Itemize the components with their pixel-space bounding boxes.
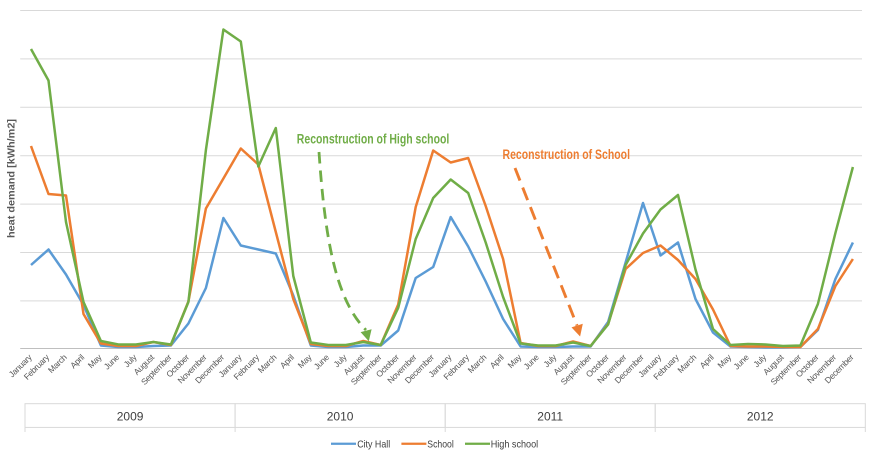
svg-text:heat demand [kWh/m2]: heat demand [kWh/m2] <box>6 119 18 238</box>
svg-text:2010: 2010 <box>327 409 354 423</box>
svg-text:2011: 2011 <box>537 409 563 423</box>
svg-text:City Hall: City Hall <box>357 438 390 450</box>
svg-text:2012: 2012 <box>747 409 774 423</box>
svg-text:School: School <box>427 438 454 450</box>
svg-text:Reconstruction of School: Reconstruction of School <box>503 147 631 162</box>
svg-text:2009: 2009 <box>117 409 144 423</box>
svg-text:Reconstruction of High school: Reconstruction of High school <box>297 132 450 147</box>
svg-text:High school: High school <box>491 438 539 450</box>
